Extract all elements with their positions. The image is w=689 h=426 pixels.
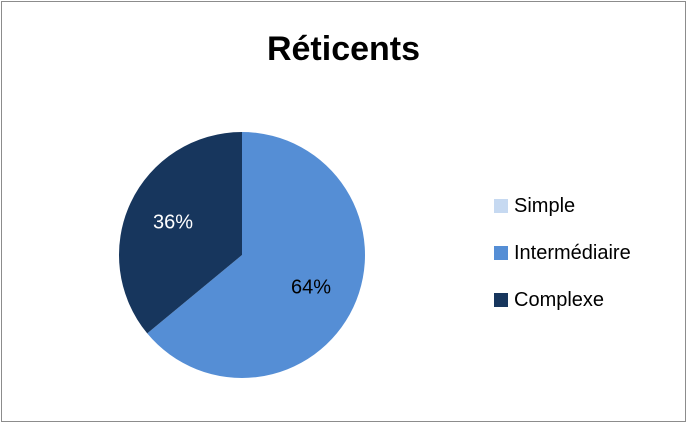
chart-title: Réticents — [266, 30, 421, 68]
legend-item-complexe: Complexe — [494, 286, 679, 314]
legend-label-complexe: Complexe — [514, 288, 605, 311]
legend-swatch-complexe — [494, 293, 508, 307]
data-label-complexe: 36% — [153, 212, 193, 234]
data-label-intermediaire: 64% — [291, 276, 331, 298]
legend-item-intermediaire: Intermédiaire — [494, 239, 679, 267]
legend-swatch-simple — [494, 199, 508, 213]
legend-label-intermediaire: Intermédiaire — [514, 241, 631, 264]
legend-swatch-intermediaire — [494, 246, 508, 260]
pie-slice-complexe — [119, 132, 242, 334]
pie-slice-intermediaire — [147, 132, 365, 379]
legend-item-simple: Simple — [494, 192, 679, 220]
legend-label-simple: Simple — [514, 194, 576, 217]
pie-slices — [119, 132, 365, 379]
legend: Simple Intermédiaire Complexe — [494, 192, 679, 333]
pie-labels: 64% 36% — [153, 212, 331, 299]
